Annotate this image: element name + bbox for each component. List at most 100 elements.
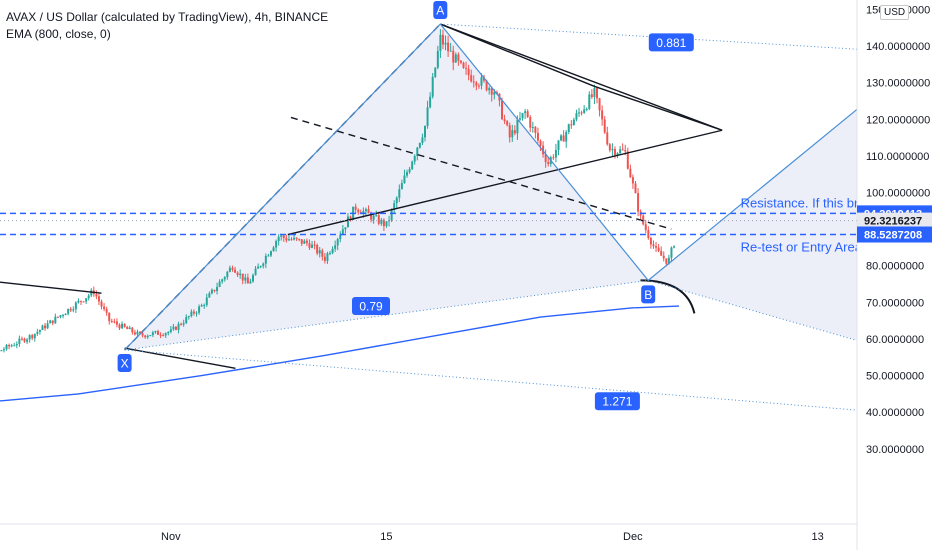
price-level-tag-2: 88.5287208 bbox=[864, 230, 922, 242]
candle-body bbox=[113, 321, 116, 323]
candle-body bbox=[508, 125, 511, 138]
triangle-upper-edge bbox=[440, 23, 723, 131]
candle-body bbox=[177, 323, 180, 330]
candle-body bbox=[431, 76, 434, 97]
candle-body bbox=[287, 239, 290, 241]
candle-body bbox=[262, 263, 265, 267]
candle-body bbox=[341, 229, 344, 235]
candle-body bbox=[244, 277, 247, 281]
candle-body bbox=[552, 157, 555, 159]
candle-body bbox=[36, 331, 39, 334]
candle-body bbox=[128, 327, 131, 330]
price-level-tag-bg bbox=[857, 226, 932, 243]
candle-body bbox=[447, 42, 450, 52]
candle-body bbox=[316, 244, 319, 254]
candle-body bbox=[79, 300, 82, 302]
candle-body bbox=[380, 219, 383, 224]
candle-body bbox=[69, 308, 72, 311]
candle-body bbox=[180, 323, 183, 325]
candle-body bbox=[398, 189, 401, 198]
candle-body bbox=[357, 209, 360, 213]
candle-body bbox=[72, 309, 75, 311]
candle-body bbox=[195, 312, 198, 314]
candle-body bbox=[311, 244, 314, 248]
bcd-triangle-fill bbox=[648, 109, 857, 341]
candle-body bbox=[139, 331, 142, 334]
symbol-title[interactable]: AVAX / US Dollar (calculated by TradingV… bbox=[6, 10, 329, 24]
candle-body bbox=[521, 113, 524, 119]
price-tick-label: 140.0000000 bbox=[866, 41, 930, 53]
candle-body bbox=[18, 338, 21, 344]
candle-body bbox=[534, 126, 537, 133]
candle-body bbox=[103, 306, 106, 310]
candle-body bbox=[588, 94, 591, 109]
candle-body bbox=[593, 88, 596, 98]
candle-body bbox=[634, 183, 637, 194]
candle-body bbox=[416, 147, 419, 156]
price-tick-label: 120.0000000 bbox=[866, 114, 930, 126]
triangle-lower-edge bbox=[287, 129, 723, 236]
candle-body bbox=[15, 343, 18, 346]
candle-body bbox=[619, 149, 622, 154]
candle-body bbox=[544, 154, 547, 163]
candle-body bbox=[472, 81, 475, 83]
candle-body bbox=[198, 306, 201, 313]
candle-body bbox=[257, 266, 260, 269]
candle-body bbox=[567, 124, 570, 132]
candle-body bbox=[406, 172, 409, 176]
price-axis[interactable]: 30.0000000 40.0000000 50.0000000 60.0000000… bbox=[856, 0, 932, 550]
candle-body bbox=[293, 237, 296, 240]
candle-body bbox=[531, 126, 534, 128]
candle-body bbox=[560, 135, 563, 141]
candle-body bbox=[336, 239, 339, 246]
candle-body bbox=[344, 227, 347, 230]
candle-body bbox=[254, 268, 257, 276]
candle-body bbox=[82, 301, 85, 303]
candle-body bbox=[115, 321, 118, 325]
candle-body bbox=[629, 168, 632, 178]
candle-body bbox=[452, 50, 455, 63]
ratio-link-2 bbox=[648, 279, 857, 342]
candle-body bbox=[174, 326, 177, 330]
candle-body bbox=[565, 131, 568, 142]
candle-body bbox=[241, 273, 244, 281]
candle-body bbox=[167, 332, 170, 334]
candle-body bbox=[637, 193, 640, 212]
candle-body bbox=[364, 209, 367, 212]
point-label-X: X bbox=[121, 356, 129, 370]
point-label-A: A bbox=[436, 4, 444, 18]
time-axis[interactable]: 20Nov15Dec132220221019 bbox=[0, 523, 932, 543]
candle-body bbox=[631, 177, 634, 184]
candle-body bbox=[388, 220, 391, 222]
candle-body bbox=[490, 88, 493, 95]
candle-body bbox=[77, 300, 80, 303]
candle-body bbox=[462, 62, 465, 68]
candle-body bbox=[339, 234, 342, 240]
candle-body bbox=[393, 203, 396, 210]
candle-body bbox=[182, 323, 185, 325]
channel-lower-line bbox=[124, 347, 236, 369]
candle-body bbox=[23, 338, 26, 342]
currency-badge[interactable]: USD bbox=[880, 5, 910, 20]
candle-body bbox=[439, 34, 442, 51]
candle-body bbox=[667, 257, 670, 264]
candle-body bbox=[90, 290, 93, 296]
candle-body bbox=[411, 161, 414, 170]
candle-body bbox=[583, 109, 586, 113]
candle-body bbox=[20, 338, 23, 340]
candle-body bbox=[516, 119, 519, 134]
candle-body bbox=[275, 241, 278, 248]
price-tick-label: 110.0000000 bbox=[866, 151, 929, 163]
ratio-label: 1.271 bbox=[602, 395, 632, 409]
candle-body bbox=[85, 298, 88, 302]
candle-body bbox=[554, 149, 557, 158]
candle-body bbox=[303, 240, 306, 244]
candle-body bbox=[282, 235, 285, 238]
ema-indicator-label[interactable]: EMA (800, close, 0) bbox=[6, 27, 111, 41]
price-tick-label: 80.0000000 bbox=[866, 261, 924, 273]
candle-body bbox=[367, 209, 370, 214]
candle-body bbox=[236, 272, 239, 276]
candle-body bbox=[8, 344, 11, 347]
candles bbox=[0, 29, 676, 353]
